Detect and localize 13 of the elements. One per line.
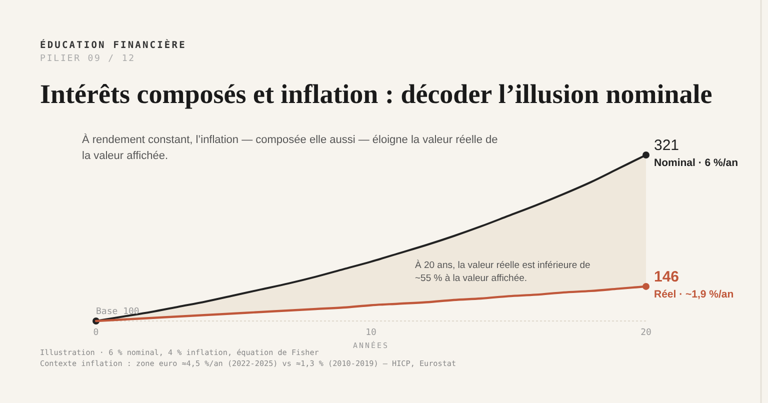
data-label: Base 100: [96, 307, 140, 317]
text: ÉDUCATION FINANCIÈRE: [40, 39, 186, 51]
chart-subtitle: À rendement constant, l’inflation — composée elle aussi — éloigne la valeur réelle de la valeur affichée.: [82, 133, 498, 162]
x-tick-label: 10: [366, 328, 376, 338]
text: PILIER 09 / 12: [40, 54, 136, 64]
x-tick-label: 0: [93, 328, 99, 338]
x-tick-label: 20: [640, 328, 652, 338]
series-label: Nominal · 6 %/an: [654, 157, 738, 169]
annotation: À 20 ans, la valeur réelle est inférieure de ~55 % à la valeur affichée.: [415, 259, 590, 284]
chart-title: Intérêts composés et inflation : décoder l’illusion nominale: [40, 79, 712, 109]
data-label: 321: [654, 137, 680, 154]
series-label: Réel · ~1,9 %/an: [654, 288, 734, 300]
data-label: 146: [654, 268, 680, 286]
